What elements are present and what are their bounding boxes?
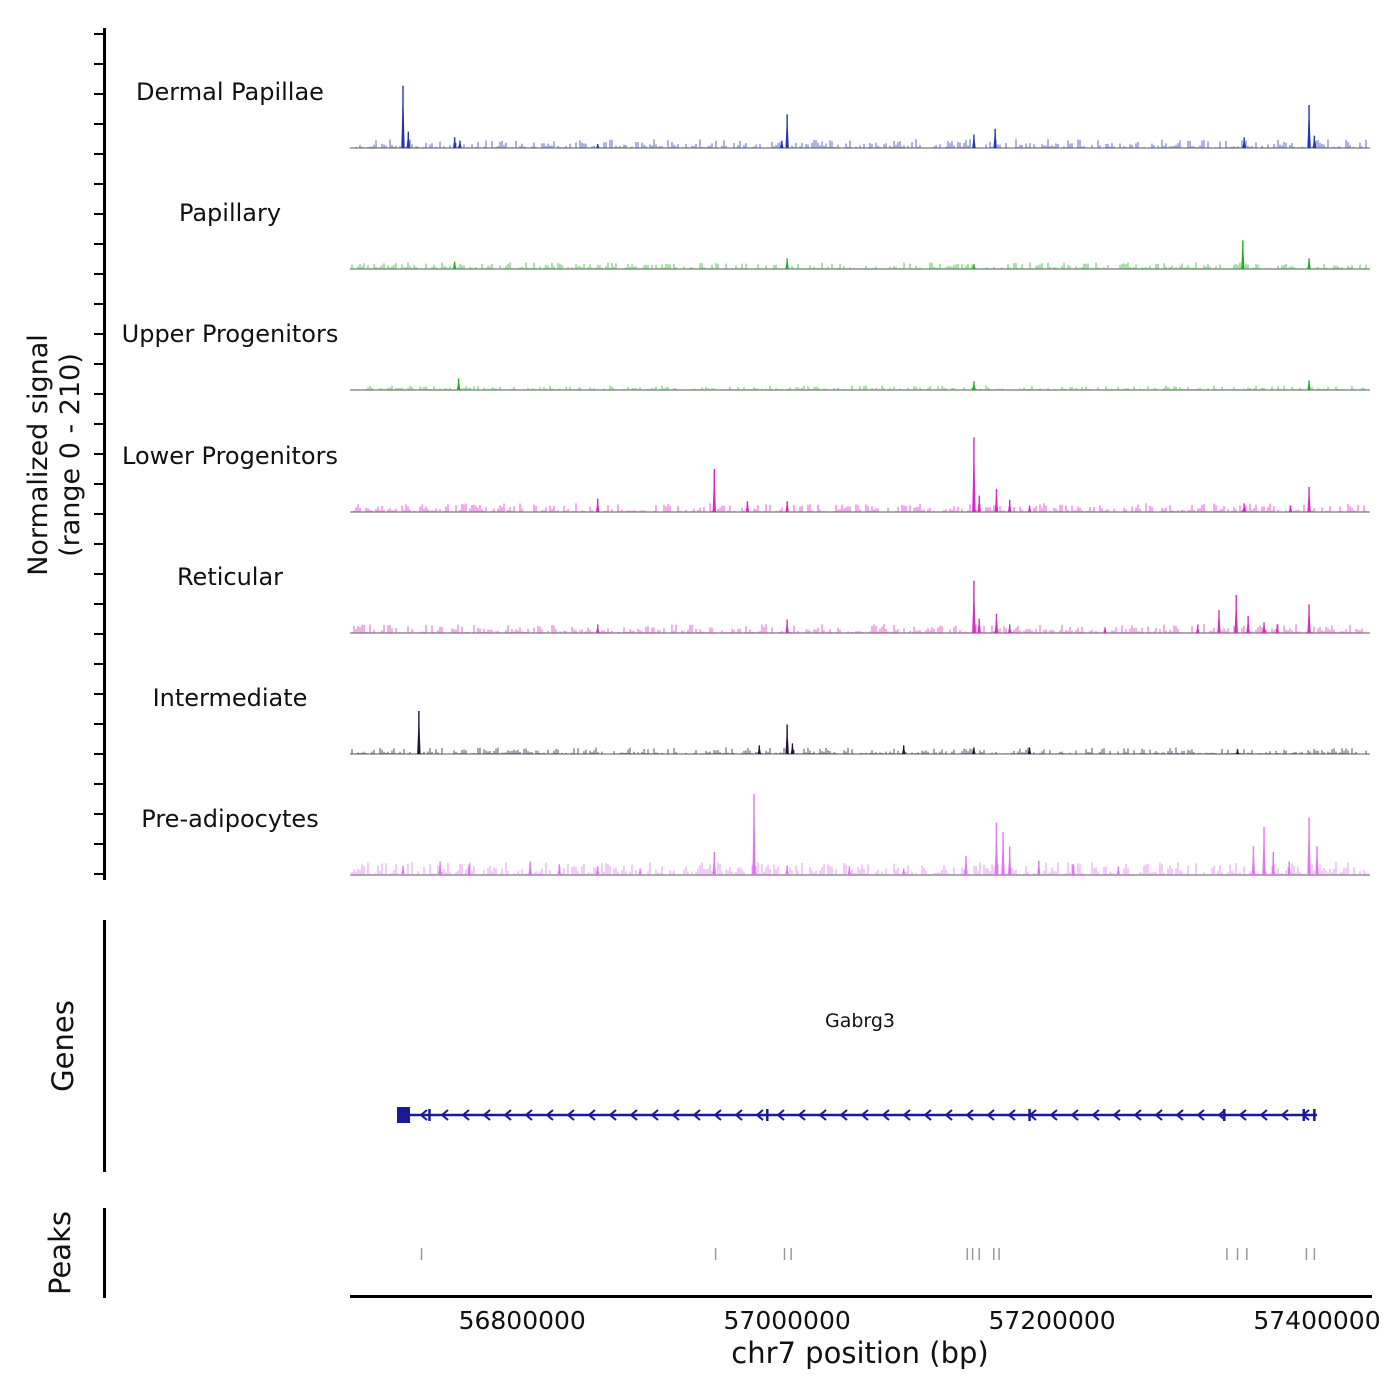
strand-arrow-icon bbox=[965, 1109, 974, 1121]
strand-arrow-icon bbox=[545, 1109, 554, 1121]
strand-arrow-icon bbox=[1154, 1109, 1163, 1121]
strand-arrow-icon bbox=[1070, 1109, 1079, 1121]
track-label-papillary: Papillary bbox=[178, 199, 282, 227]
strand-arrow-icon bbox=[1217, 1109, 1226, 1121]
strand-arrow-icon bbox=[524, 1109, 533, 1121]
strand-arrow-icon bbox=[1280, 1109, 1289, 1121]
signal-track bbox=[350, 437, 1370, 513]
genes-axis-line bbox=[103, 920, 106, 1172]
gene-model-track bbox=[397, 1107, 1318, 1123]
strand-arrow-icon bbox=[755, 1109, 764, 1121]
track-label-reticular: Reticular bbox=[176, 563, 284, 591]
strand-arrow-icon bbox=[419, 1109, 428, 1121]
track-label-intermediate: Intermediate bbox=[152, 684, 308, 712]
signal-track bbox=[350, 711, 1370, 755]
strand-arrow-icon bbox=[713, 1109, 722, 1121]
peaks-axis-line bbox=[103, 1208, 106, 1298]
strand-arrow-icon bbox=[608, 1109, 617, 1121]
x-tick-label: 57000000 bbox=[723, 1306, 851, 1335]
gene-body bbox=[397, 1107, 1318, 1123]
track-label-upper-progenitors: Upper Progenitors bbox=[121, 320, 339, 348]
signal-tracks-plot bbox=[350, 85, 1370, 876]
genes-section-label: Genes bbox=[46, 1000, 80, 1092]
signal-track bbox=[350, 85, 1370, 149]
strand-arrow-icon bbox=[1112, 1109, 1121, 1121]
strand-arrow-icon bbox=[482, 1109, 491, 1121]
strand-arrow-icon bbox=[629, 1109, 638, 1121]
strand-arrow-icon bbox=[650, 1109, 659, 1121]
peak-calls-track bbox=[420, 1248, 1316, 1260]
track-label-dermal-papillae: Dermal Papillae bbox=[136, 78, 324, 106]
y-axis-label-line2: (range 0 - 210) bbox=[55, 353, 86, 557]
strand-arrow-icon bbox=[776, 1109, 785, 1121]
x-axis-title: chr7 position (bp) bbox=[731, 1336, 989, 1370]
strand-arrow-icon bbox=[503, 1109, 512, 1121]
y-axis-ticks bbox=[94, 33, 103, 875]
track-label-pre-adipocytes: Pre-adipocytes bbox=[141, 805, 319, 833]
strand-arrow-icon bbox=[1091, 1109, 1100, 1121]
strand-arrow-icon bbox=[1007, 1109, 1016, 1121]
peaks-section-label: Peaks bbox=[43, 1211, 77, 1295]
strand-arrow-icon bbox=[734, 1109, 743, 1121]
strand-arrow-icon bbox=[923, 1109, 932, 1121]
x-tick-label: 57400000 bbox=[1253, 1306, 1381, 1335]
strand-arrow-icon bbox=[587, 1109, 596, 1121]
strand-arrow-icon bbox=[839, 1109, 848, 1121]
strand-arrow-icon bbox=[860, 1109, 869, 1121]
y-axis-label: Normalized signal (range 0 - 210) bbox=[23, 334, 87, 576]
signal-track bbox=[350, 580, 1370, 634]
strand-arrow-icon bbox=[1133, 1109, 1142, 1121]
strand-arrow-icon bbox=[1049, 1109, 1058, 1121]
y-axis-line bbox=[103, 28, 106, 880]
strand-arrow-icon bbox=[818, 1109, 827, 1121]
y-axis-label-line1: Normalized signal bbox=[23, 334, 54, 576]
strand-arrow-icon bbox=[1259, 1109, 1268, 1121]
signal-track bbox=[350, 793, 1370, 876]
strand-arrow-icon bbox=[797, 1109, 806, 1121]
gene-exon-block bbox=[397, 1107, 411, 1123]
signal-track bbox=[350, 378, 1370, 391]
strand-arrow-icon bbox=[440, 1109, 449, 1121]
strand-arrow-icon bbox=[671, 1109, 680, 1121]
strand-arrow-icon bbox=[1238, 1109, 1247, 1121]
strand-arrow-icon bbox=[692, 1109, 701, 1121]
x-tick-label: 56800000 bbox=[458, 1306, 586, 1335]
strand-arrow-icon bbox=[1196, 1109, 1205, 1121]
strand-arrow-icon bbox=[461, 1109, 470, 1121]
strand-arrow-icon bbox=[1175, 1109, 1184, 1121]
strand-arrow-icon bbox=[881, 1109, 890, 1121]
strand-arrow-icon bbox=[944, 1109, 953, 1121]
signal-track bbox=[350, 240, 1370, 270]
x-axis-line bbox=[350, 1295, 1372, 1298]
strand-arrow-icon bbox=[566, 1109, 575, 1121]
strand-arrow-icon bbox=[986, 1109, 995, 1121]
track-label-lower-progenitors: Lower Progenitors bbox=[122, 442, 338, 470]
strand-arrow-icon bbox=[902, 1109, 911, 1121]
x-tick-label: 57200000 bbox=[988, 1306, 1116, 1335]
gene-name-label: Gabrg3 bbox=[824, 1010, 896, 1032]
